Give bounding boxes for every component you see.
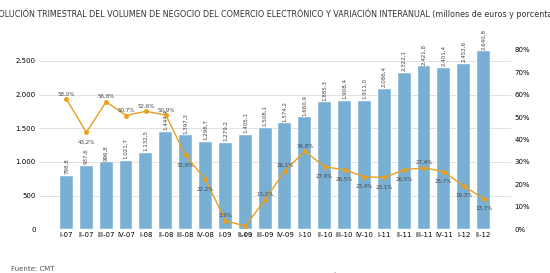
Text: 1.444,4: 1.444,4 xyxy=(163,109,168,130)
Text: 32,9%: 32,9% xyxy=(177,162,194,167)
Text: 26,1%: 26,1% xyxy=(276,163,294,168)
Bar xyxy=(239,135,252,229)
Bar xyxy=(358,101,371,229)
Bar xyxy=(80,166,93,229)
Text: 26,5%: 26,5% xyxy=(395,177,413,182)
Text: 1.911,0: 1.911,0 xyxy=(362,78,367,99)
Text: 1.298,7: 1.298,7 xyxy=(203,119,208,140)
Bar xyxy=(160,132,172,229)
Text: 13,7%: 13,7% xyxy=(475,206,492,210)
Text: 13,2%: 13,2% xyxy=(256,192,274,197)
Text: 22,2%: 22,2% xyxy=(197,186,214,191)
Bar xyxy=(318,102,331,229)
Text: 1.508,1: 1.508,1 xyxy=(262,105,267,126)
Text: 25,7%: 25,7% xyxy=(435,179,453,183)
Text: 2.421,8: 2.421,8 xyxy=(421,44,426,64)
Text: 1.021,7: 1.021,7 xyxy=(124,138,129,159)
Text: 19,3%: 19,3% xyxy=(455,193,472,198)
Text: 2.322,1: 2.322,1 xyxy=(402,50,406,71)
Bar xyxy=(100,162,113,229)
Text: 56,8%: 56,8% xyxy=(97,94,115,99)
Text: EVOLUCIÓN TRIMESTRAL DEL VOLUMEN DE NEGOCIO DEL COMERCIO ELECTRÓNICO Y VARIACIÓN: EVOLUCIÓN TRIMESTRAL DEL VOLUMEN DE NEGO… xyxy=(0,8,550,19)
Text: 3,9%: 3,9% xyxy=(218,213,232,218)
Text: 2.452,6: 2.452,6 xyxy=(461,41,466,63)
Bar xyxy=(60,176,73,229)
Text: 2.640,8: 2.640,8 xyxy=(481,29,486,50)
Text: 58,0%: 58,0% xyxy=(58,91,75,96)
Text: 50,7%: 50,7% xyxy=(117,108,135,113)
Bar xyxy=(477,52,490,229)
Legend: Volumen total de negocio, Variación interanual: Volumen total de negocio, Variación inte… xyxy=(163,269,387,273)
Bar xyxy=(378,89,390,229)
Text: 1.885,3: 1.885,3 xyxy=(322,80,327,101)
Bar xyxy=(258,128,272,229)
Bar xyxy=(179,135,192,229)
Bar xyxy=(140,153,152,229)
Text: 52,6%: 52,6% xyxy=(137,103,155,108)
Text: 2.086,4: 2.086,4 xyxy=(382,66,387,87)
Text: 1.908,4: 1.908,4 xyxy=(342,78,347,99)
Text: 23,4%: 23,4% xyxy=(356,184,373,189)
Text: 2.401,4: 2.401,4 xyxy=(441,45,446,66)
Bar xyxy=(219,143,232,229)
Text: 1.405,1: 1.405,1 xyxy=(243,112,248,133)
Text: 34,8%: 34,8% xyxy=(296,143,314,149)
Text: 1.132,5: 1.132,5 xyxy=(144,130,149,151)
Bar xyxy=(338,101,351,229)
Bar xyxy=(417,66,431,229)
Bar xyxy=(199,142,212,229)
Text: 43,2%: 43,2% xyxy=(78,139,95,144)
Text: 50,9%: 50,9% xyxy=(157,107,174,112)
Text: 937,6: 937,6 xyxy=(84,149,89,165)
Text: 1.397,3: 1.397,3 xyxy=(183,112,188,133)
Text: 1.574,2: 1.574,2 xyxy=(283,101,288,122)
Bar xyxy=(298,117,311,229)
Text: Fuente: CMT: Fuente: CMT xyxy=(11,266,54,272)
Text: 798,8: 798,8 xyxy=(64,158,69,174)
Bar xyxy=(437,68,450,229)
Bar xyxy=(457,64,470,229)
Text: 1.279,2: 1.279,2 xyxy=(223,120,228,141)
Text: 27,4%: 27,4% xyxy=(415,160,433,165)
Text: 1.660,9: 1.660,9 xyxy=(302,95,307,116)
Text: 1,4%: 1,4% xyxy=(238,233,252,238)
Text: 26,5%: 26,5% xyxy=(336,177,353,182)
Bar xyxy=(398,73,410,229)
Bar xyxy=(119,161,133,229)
Text: 23,1%: 23,1% xyxy=(376,185,393,189)
Text: 996,8: 996,8 xyxy=(104,145,109,161)
Bar xyxy=(278,123,292,229)
Text: 27,9%: 27,9% xyxy=(316,174,333,179)
